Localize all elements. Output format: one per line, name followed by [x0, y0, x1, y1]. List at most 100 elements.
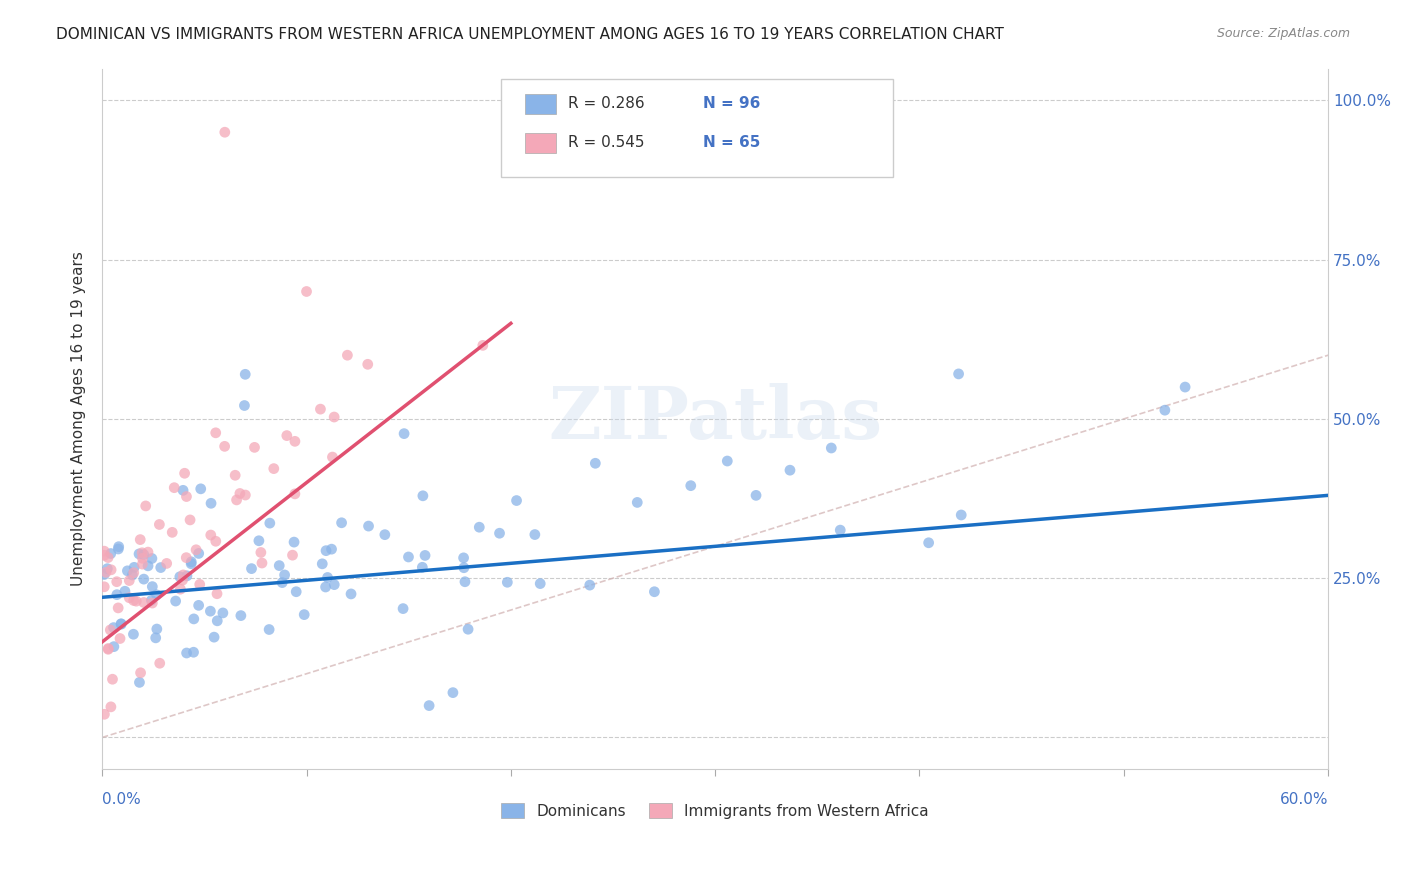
- Point: [179, 513, 201, 527]
- Point: [820, 441, 842, 455]
- Point: [129, 665, 152, 680]
- Point: [141, 580, 163, 594]
- Text: 0.0%: 0.0%: [103, 791, 141, 806]
- Point: [136, 545, 159, 559]
- Point: [505, 493, 527, 508]
- Point: [468, 520, 491, 534]
- Point: [273, 568, 295, 582]
- Point: [165, 594, 187, 608]
- Point: [233, 368, 256, 382]
- Point: [578, 578, 600, 592]
- Text: N = 65: N = 65: [703, 135, 761, 150]
- Y-axis label: Unemployment Among Ages 16 to 19 years: Unemployment Among Ages 16 to 19 years: [72, 252, 86, 586]
- Point: [96, 562, 118, 576]
- Point: [125, 594, 148, 608]
- Point: [830, 523, 852, 537]
- Point: [93, 707, 115, 722]
- Point: [121, 568, 143, 582]
- Point: [225, 492, 247, 507]
- Point: [118, 591, 141, 605]
- Point: [257, 623, 280, 637]
- Point: [295, 285, 318, 299]
- Point: [679, 478, 702, 492]
- Point: [292, 607, 315, 622]
- Point: [340, 587, 363, 601]
- Point: [93, 580, 115, 594]
- Point: [233, 399, 256, 413]
- Point: [200, 496, 222, 510]
- Point: [117, 564, 139, 578]
- Point: [453, 560, 475, 574]
- Point: [132, 572, 155, 586]
- Point: [204, 534, 226, 549]
- FancyBboxPatch shape: [501, 79, 893, 178]
- Point: [529, 576, 551, 591]
- Point: [250, 545, 273, 559]
- Point: [392, 426, 415, 441]
- Point: [172, 483, 194, 498]
- Point: [176, 646, 198, 660]
- Point: [156, 557, 179, 571]
- Legend: Dominicans, Immigrants from Western Africa: Dominicans, Immigrants from Western Afri…: [495, 797, 935, 825]
- Point: [131, 546, 153, 560]
- Point: [276, 428, 298, 442]
- Point: [950, 508, 973, 522]
- Point: [454, 574, 477, 589]
- Point: [523, 527, 546, 541]
- Point: [330, 516, 353, 530]
- Point: [100, 563, 122, 577]
- Point: [128, 547, 150, 561]
- Point: [173, 467, 195, 481]
- Point: [229, 608, 252, 623]
- Point: [118, 574, 141, 588]
- Point: [496, 575, 519, 590]
- Point: [169, 582, 191, 597]
- Point: [187, 546, 209, 560]
- Point: [163, 481, 186, 495]
- Point: [97, 642, 120, 657]
- Point: [357, 357, 380, 371]
- Point: [583, 456, 606, 470]
- Point: [412, 489, 434, 503]
- Point: [100, 699, 122, 714]
- FancyBboxPatch shape: [526, 133, 555, 153]
- Point: [917, 535, 939, 549]
- Point: [283, 535, 305, 549]
- Point: [145, 631, 167, 645]
- Point: [97, 550, 120, 565]
- Point: [129, 533, 152, 547]
- Point: [122, 566, 145, 580]
- Point: [204, 425, 226, 440]
- Point: [105, 574, 128, 589]
- Point: [418, 698, 440, 713]
- Point: [110, 616, 132, 631]
- Point: [200, 604, 222, 618]
- Point: [107, 601, 129, 615]
- Point: [224, 468, 246, 483]
- Point: [745, 488, 768, 502]
- Point: [103, 640, 125, 654]
- Point: [250, 556, 273, 570]
- Point: [229, 486, 252, 500]
- Point: [149, 657, 172, 671]
- Point: [145, 588, 167, 602]
- Point: [315, 580, 337, 594]
- Point: [122, 593, 145, 607]
- Point: [180, 555, 202, 569]
- Point: [202, 630, 225, 644]
- Point: [336, 348, 359, 362]
- Point: [948, 367, 970, 381]
- Point: [183, 645, 205, 659]
- Point: [205, 587, 228, 601]
- Point: [413, 549, 436, 563]
- Point: [269, 558, 291, 573]
- Point: [93, 549, 115, 563]
- Point: [93, 567, 115, 582]
- Point: [374, 527, 396, 541]
- Point: [321, 450, 343, 464]
- Point: [172, 568, 194, 582]
- Point: [188, 577, 211, 591]
- Point: [141, 596, 163, 610]
- Point: [471, 338, 494, 352]
- Point: [457, 622, 479, 636]
